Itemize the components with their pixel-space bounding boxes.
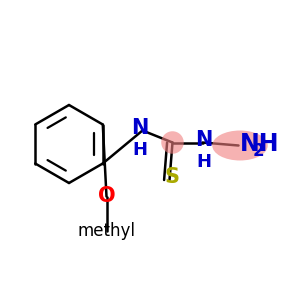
Text: NH: NH: [240, 132, 280, 156]
Ellipse shape: [161, 131, 184, 154]
Text: H: H: [132, 141, 147, 159]
Text: O: O: [98, 187, 115, 206]
Text: S: S: [165, 167, 180, 187]
Text: N: N: [195, 130, 213, 149]
Text: H: H: [196, 153, 211, 171]
Text: 2: 2: [253, 142, 265, 160]
Text: methyl: methyl: [77, 222, 136, 240]
Ellipse shape: [212, 130, 268, 160]
Text: N: N: [131, 118, 148, 137]
